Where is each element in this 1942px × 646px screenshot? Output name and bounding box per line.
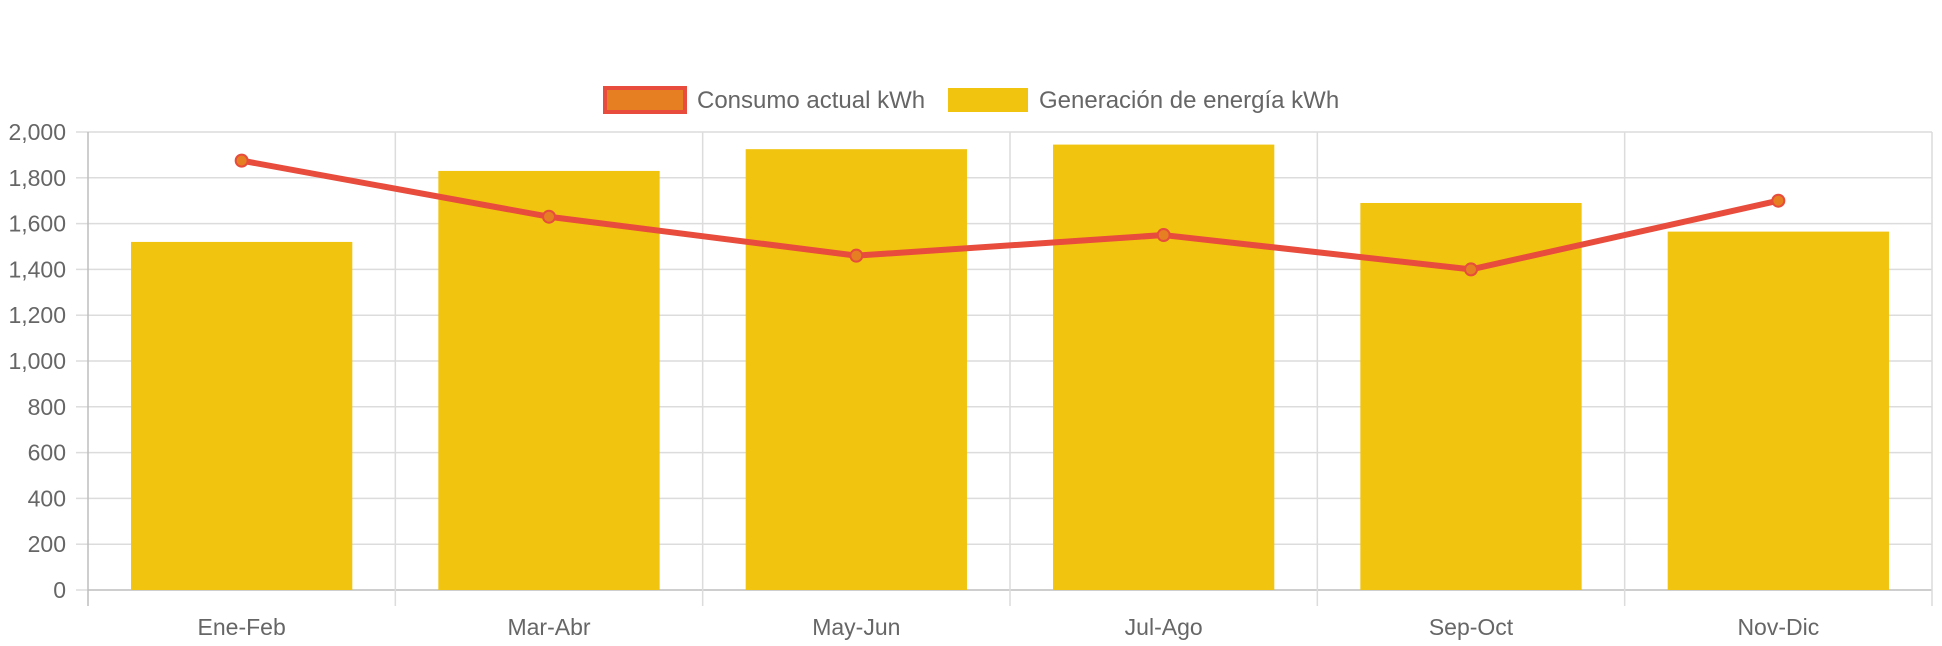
x-axis-ticks: Ene-Feb Mar-Abr May-Jun Jul-Ago Sep-Oct Nov-D… [198,614,1820,640]
point-consumo [542,209,556,224]
point-consumo [1156,228,1171,243]
bars-layer [131,144,1889,591]
y-tick-label: 0 [53,577,66,603]
line-layer [234,153,1786,277]
x-tick-label: May-Jun [812,614,900,640]
y-tick-label: 1,800 [8,165,66,191]
x-tick-label: Jul-Ago [1125,614,1203,640]
x-tick-label: Ene-Feb [198,614,286,640]
y-tick-label: 1,000 [8,348,66,374]
y-tick-label: 200 [28,531,66,557]
y-tick-label: 1,200 [8,302,66,328]
y-tick-label: 1,600 [8,211,66,237]
legend-swatch-generacion [948,88,1028,112]
x-tick-label: Sep-Oct [1429,614,1514,640]
bar-generacion [131,241,353,591]
legend-label-generacion: Generación de energía kWh [1039,87,1339,114]
y-tick-label: 600 [28,440,66,466]
legend-item-consumo[interactable]: Consumo actual kWh [603,86,925,114]
x-tick-label: Mar-Abr [507,614,590,640]
grid-layer [76,131,1933,606]
legend: Consumo actual kWh Generación de energía… [603,86,1339,114]
y-tick-label: 800 [28,394,66,420]
legend-swatch-consumo [603,86,687,114]
y-tick-label: 1,400 [8,256,66,282]
y-tick-label: 400 [28,485,66,511]
bar-generacion [1667,231,1889,591]
point-consumo [1464,262,1478,277]
y-axis-ticks: 0 200 400 600 800 1,000 1,200 1,400 1,600 1,800 2,… [8,119,66,603]
legend-label-consumo: Consumo actual kWh [697,87,925,114]
point-consumo [849,248,864,263]
point-consumo [1771,193,1786,208]
bar-generacion [745,149,967,591]
bar-generacion [1053,144,1275,590]
legend-item-generacion[interactable]: Generación de energía kWh [948,87,1339,114]
x-tick-label: Nov-Dic [1737,614,1819,640]
bar-generacion [438,170,660,590]
point-consumo [234,153,249,168]
line-consumo [241,157,1779,273]
y-tick-label: 2,000 [8,119,66,145]
